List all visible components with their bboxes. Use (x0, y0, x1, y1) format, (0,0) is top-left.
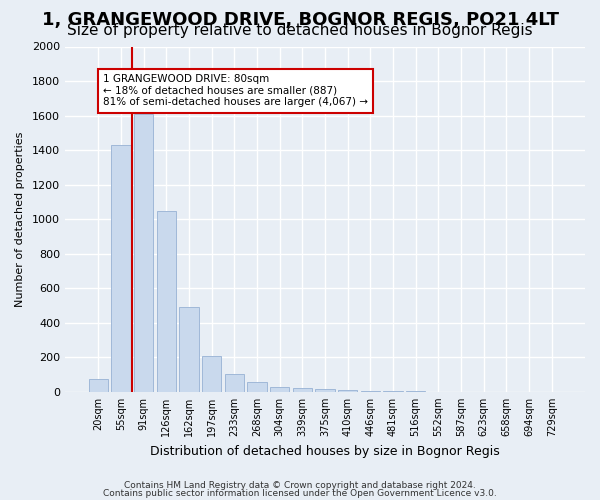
Bar (270, 386, 289, 392)
Text: 1, GRANGEWOOD DRIVE, BOGNOR REGIS, PO21 4LT: 1, GRANGEWOOD DRIVE, BOGNOR REGIS, PO21 … (41, 11, 559, 29)
Bar (134, 114, 153, 392)
Bar (247, 382, 266, 392)
Bar (361, 391, 380, 392)
X-axis label: Distribution of detached houses by size in Bognor Regis: Distribution of detached houses by size … (150, 444, 500, 458)
Bar (202, 356, 221, 392)
Bar (89, 379, 108, 392)
Bar (111, 145, 131, 392)
Text: 1 GRANGEWOOD DRIVE: 80sqm
← 18% of detached houses are smaller (887)
81% of semi: 1 GRANGEWOOD DRIVE: 80sqm ← 18% of detac… (103, 74, 368, 108)
Bar (179, 307, 199, 392)
Bar (338, 390, 357, 392)
Text: Contains HM Land Registry data © Crown copyright and database right 2024.: Contains HM Land Registry data © Crown c… (124, 481, 476, 490)
Bar (224, 374, 244, 392)
Bar (316, 389, 335, 392)
Bar (157, 210, 176, 392)
Y-axis label: Number of detached properties: Number of detached properties (15, 132, 25, 307)
Bar (293, 388, 312, 392)
Text: Contains public sector information licensed under the Open Government Licence v3: Contains public sector information licen… (103, 488, 497, 498)
Text: Size of property relative to detached houses in Bognor Regis: Size of property relative to detached ho… (67, 23, 533, 38)
